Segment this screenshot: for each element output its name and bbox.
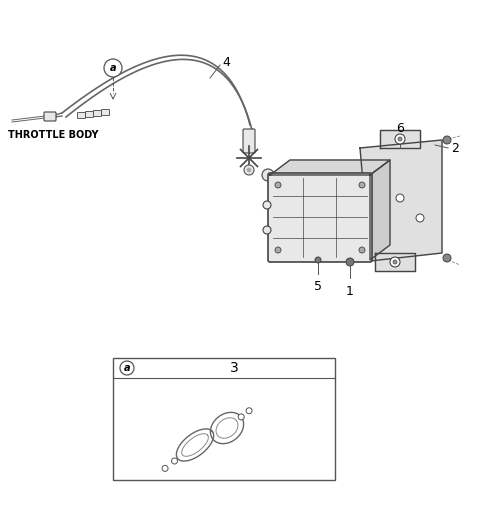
- Text: 2: 2: [451, 142, 459, 154]
- Circle shape: [416, 214, 424, 222]
- FancyBboxPatch shape: [44, 112, 56, 121]
- Circle shape: [359, 247, 365, 253]
- Circle shape: [359, 182, 365, 188]
- FancyBboxPatch shape: [243, 129, 255, 153]
- Circle shape: [398, 137, 402, 141]
- Polygon shape: [270, 160, 390, 175]
- Circle shape: [244, 165, 254, 175]
- Circle shape: [395, 134, 405, 144]
- Circle shape: [263, 201, 271, 209]
- FancyBboxPatch shape: [85, 111, 94, 117]
- Circle shape: [262, 169, 274, 181]
- Circle shape: [246, 408, 252, 414]
- Circle shape: [263, 226, 271, 234]
- Circle shape: [396, 194, 404, 202]
- Circle shape: [120, 361, 134, 375]
- Text: THROTTLE BODY: THROTTLE BODY: [8, 130, 98, 140]
- Text: 4: 4: [222, 55, 230, 69]
- Circle shape: [443, 254, 451, 262]
- Polygon shape: [375, 253, 415, 271]
- Circle shape: [104, 59, 122, 77]
- Text: 5: 5: [314, 280, 322, 293]
- Text: a: a: [124, 363, 130, 373]
- Circle shape: [275, 247, 281, 253]
- Circle shape: [238, 414, 244, 420]
- Circle shape: [315, 257, 321, 263]
- Text: a: a: [110, 63, 116, 73]
- Text: 6: 6: [396, 121, 404, 135]
- Text: 1: 1: [346, 285, 354, 298]
- Circle shape: [443, 136, 451, 144]
- Polygon shape: [380, 130, 420, 148]
- FancyBboxPatch shape: [268, 173, 372, 262]
- Polygon shape: [360, 140, 442, 261]
- Bar: [113, 358, 335, 480]
- Circle shape: [390, 257, 400, 267]
- Circle shape: [275, 182, 281, 188]
- Polygon shape: [370, 160, 390, 260]
- Text: 3: 3: [229, 361, 239, 375]
- Circle shape: [171, 458, 178, 464]
- Circle shape: [162, 465, 168, 471]
- FancyBboxPatch shape: [77, 112, 85, 118]
- Circle shape: [346, 258, 354, 266]
- FancyBboxPatch shape: [101, 110, 109, 115]
- Circle shape: [393, 260, 397, 264]
- Circle shape: [247, 168, 251, 172]
- FancyBboxPatch shape: [94, 111, 101, 116]
